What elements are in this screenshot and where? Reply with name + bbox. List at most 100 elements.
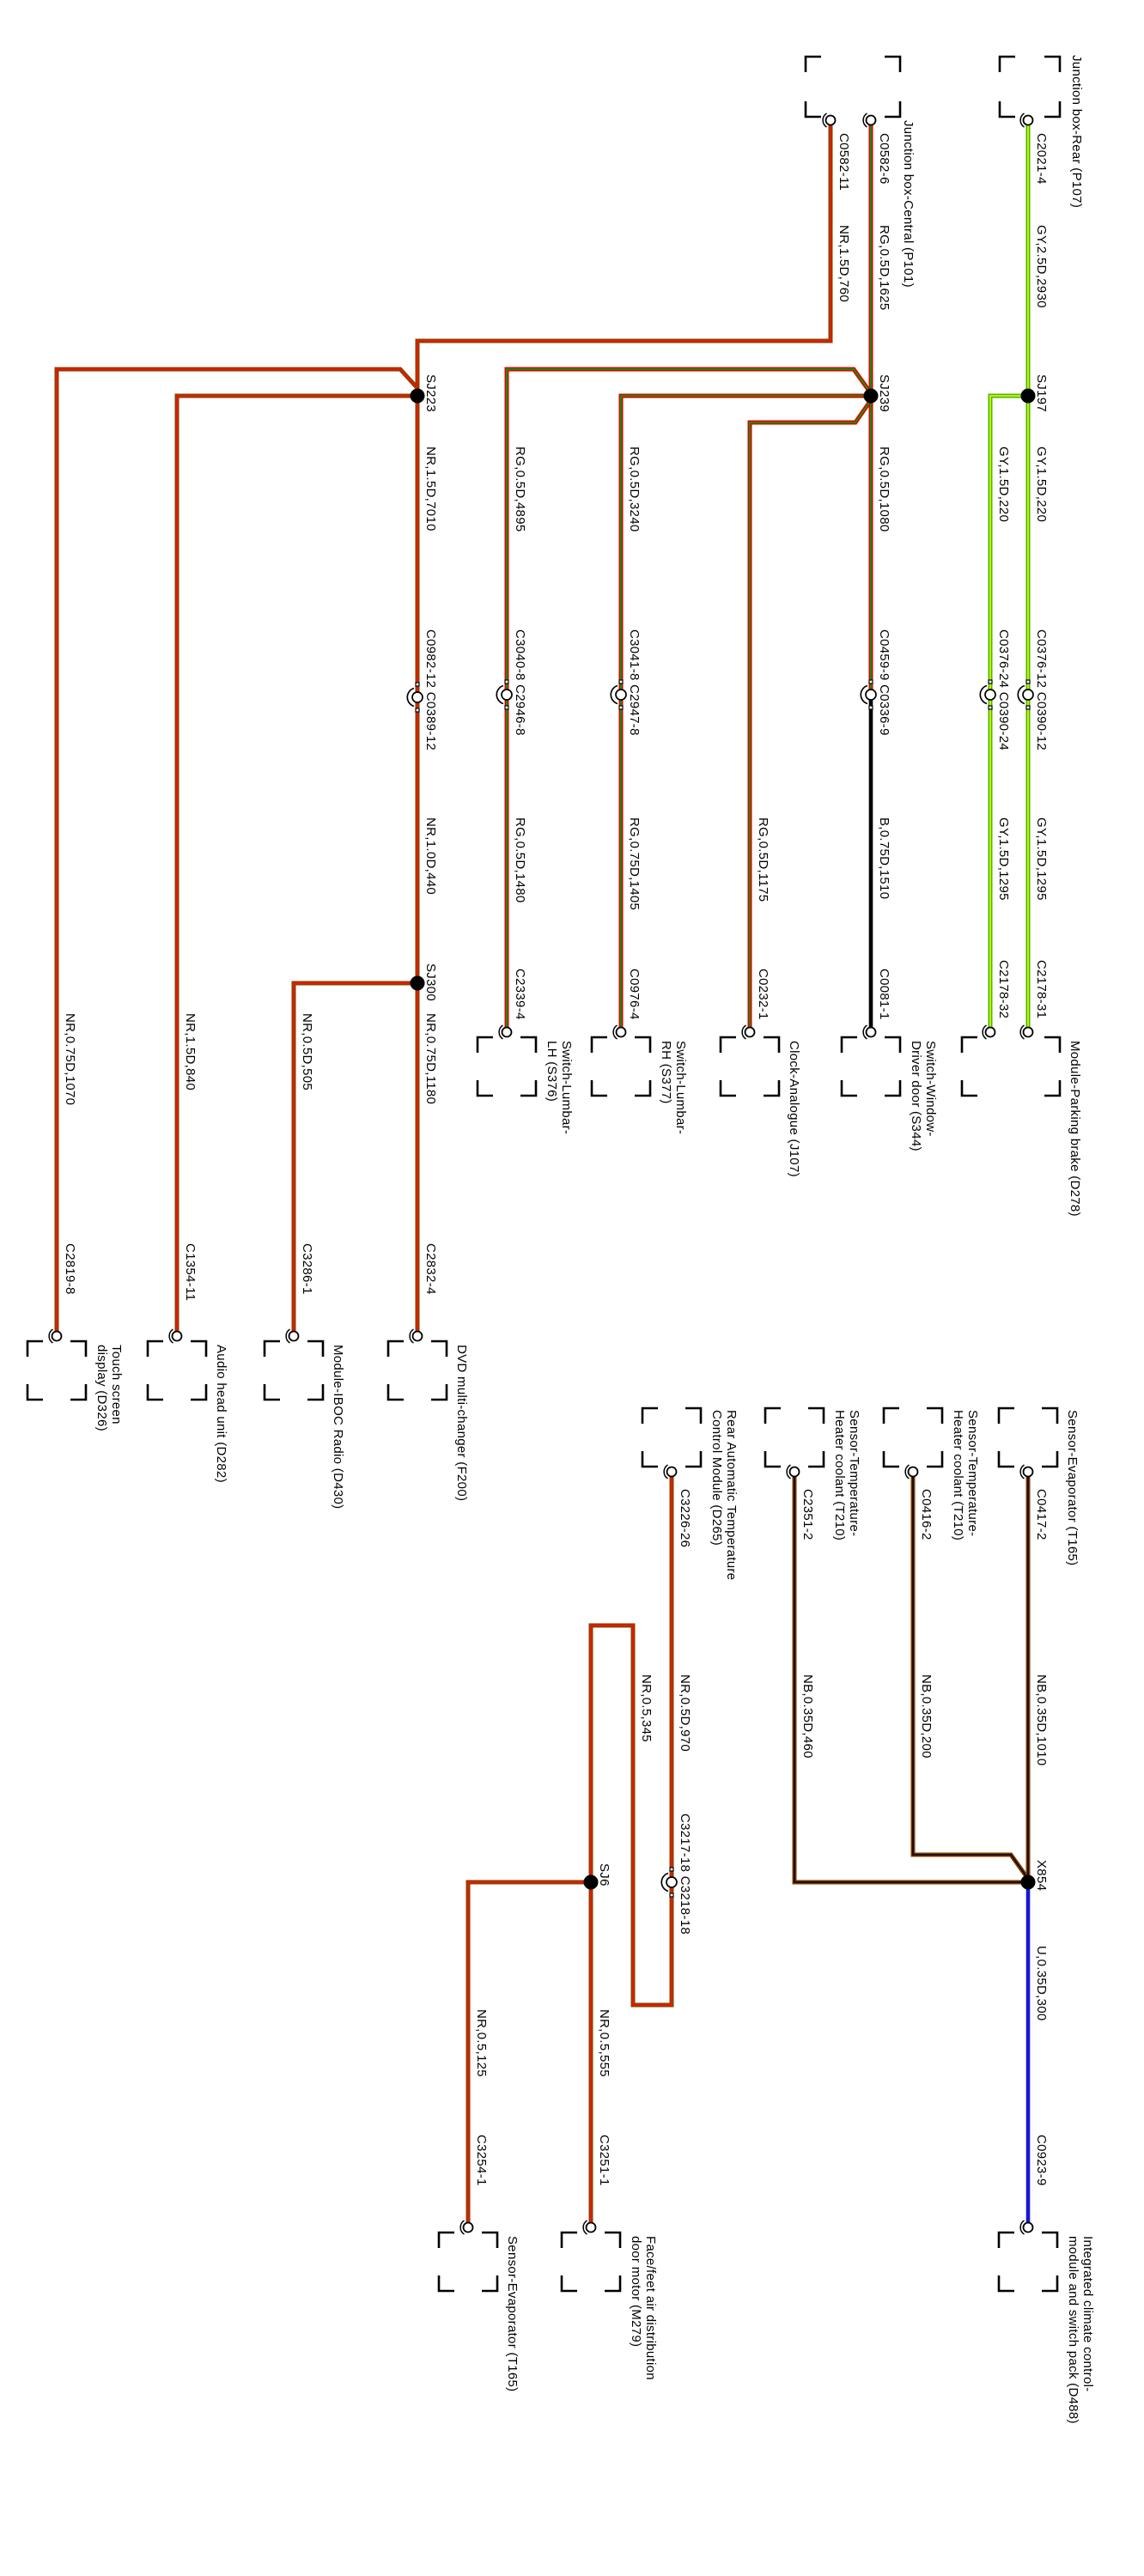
terminal-c0232-1-icon (741, 1024, 756, 1040)
box-sensor-evaporator-t165-bottom (437, 2231, 499, 2293)
terminal-c0081-1-icon (862, 1024, 877, 1040)
label-wire-nr-505: NR,0.5D,505 (300, 1013, 314, 1091)
label-component-s376-line: Switch-Lumbar- (559, 1041, 574, 1135)
label-wire-gy-1295-left: GY,1.5D,1295 (996, 817, 1011, 901)
label-splice-x854: X854 (1034, 1860, 1049, 1892)
label-connector-c0416-2: C0416-2 (919, 1489, 934, 1540)
label-connector-c0376-12-c0390-12: C0376-12 C0390-12 (1034, 629, 1049, 751)
terminal-c0582-6-icon (862, 112, 877, 128)
label-splice-sj300: SJ300 (423, 963, 438, 1002)
box-clock-analogue-j107 (719, 1036, 781, 1097)
inline-connector-c0459-9-c0336-9-icon (860, 679, 877, 710)
label-connector-c0232-1: C0232-1 (756, 969, 770, 1020)
label-component-d278: Module-Parking brake (D278) (1068, 1041, 1082, 1217)
wire-nb-t210-1-x854 (792, 1472, 1028, 1885)
label-splice-sj6: SJ6 (597, 1863, 612, 1886)
label-connector-c2339-4: C2339-4 (513, 969, 527, 1020)
label-component-s344-line: Driver door (S344) (909, 1041, 923, 1151)
inline-connector-c3041-8-c2947-8-icon (610, 679, 627, 710)
splice-sj223-icon (410, 388, 425, 404)
label-wire-u-300: U,0.35D,300 (1034, 1946, 1049, 2021)
label-connector-c2021-4: C2021-4 (1034, 133, 1049, 185)
inline-connector-c0376-12-c0390-12-icon (1017, 679, 1034, 710)
label-wire-gy-220-left: GY,1.5D,220 (996, 447, 1011, 523)
label-connector-c2819-8: C2819-8 (63, 1243, 77, 1295)
label-wire-nb-200: NB,0.35D,200 (919, 1674, 934, 1759)
label-component-m279-line: door motor (M279) (629, 2236, 643, 2348)
wire-nr-c0582-11-sj223-sj300-f200 (415, 120, 833, 1336)
box-sensor-temp-heater-coolant-t210-2 (882, 1406, 944, 1468)
label-wire-nr-760: NR,1.5D,760 (837, 225, 851, 303)
label-wire-rg-1175: RG,0.5D,1175 (756, 817, 770, 902)
label-component-t210-1-line: Sensor-Temperature- (847, 1410, 861, 1537)
terminal-c3286-1-icon (285, 1328, 300, 1344)
label-connector-c0923-9: C0923-9 (1034, 2135, 1049, 2186)
label-connector-c3040-8-c2946-8: C3040-8 C2946-8 (513, 629, 527, 736)
label-component-t210-1: Sensor-Temperature- Heater coolant (T210) (832, 1410, 861, 1540)
splice-sj197-icon (1020, 388, 1036, 404)
terminal-c2178-31-icon (1019, 1024, 1034, 1040)
label-connector-c0582-11: C0582-11 (837, 133, 851, 191)
label-connector-c0982-12-c0389-12: C0982-12 C0389-12 (423, 629, 438, 751)
label-component-s376-line: LH (S376) (545, 1041, 559, 1103)
label-component-d430: Module-IBOC Radio (D430) (331, 1345, 345, 1510)
label-component-t210-2-line: Sensor-Temperature- (965, 1410, 980, 1537)
wire-nr-d430-sj300 (291, 981, 417, 1336)
splice-sj6-icon (583, 1874, 599, 1890)
wire-nr-d282-sj223 (174, 393, 417, 1336)
label-wire-nr-125: NR,0.5,125 (474, 2009, 489, 2077)
label-component-s377: Switch-Lumbar- RH (S377) (659, 1041, 688, 1134)
label-component-s377-line: Switch-Lumbar- (673, 1041, 688, 1135)
label-connector-c0376-24-c0390-24: C0376-24 C0390-24 (996, 629, 1011, 751)
splice-x854-icon (1020, 1874, 1036, 1890)
terminal-c0582-11-icon (822, 112, 837, 128)
label-component-t165-top: Sensor-Evaporator (T165) (1065, 1410, 1080, 1566)
label-component-j107: Clock-Analogue (J107) (787, 1041, 801, 1177)
label-component-s377-line: RH (S377) (659, 1041, 673, 1104)
wire-nr-d326-sj223 (54, 367, 419, 1336)
label-component-t210-2-line: Heater coolant (T210) (951, 1410, 965, 1541)
terminal-c2351-2-icon (786, 1464, 800, 1479)
box-face-feet-air-motor-m279 (560, 2231, 622, 2293)
box-sensor-temp-heater-coolant-t210-1 (764, 1406, 825, 1468)
label-connector-c3286-1: C3286-1 (300, 1243, 314, 1295)
splice-sj300-icon (410, 975, 425, 991)
label-component-p107: Junction box-Rear (P107) (1069, 55, 1084, 209)
label-component-m279-line: Face/feet air distribution (643, 2236, 658, 2380)
label-wire-nr-970: NR,0.5D,970 (678, 1674, 692, 1753)
terminal-c3254-1-icon (459, 2220, 474, 2235)
box-rear-atc-module-d265 (641, 1406, 703, 1468)
label-component-d488-line: Integrated climate control- (1080, 2236, 1095, 2392)
label-component-m279: Face/feet air distribution door motor (M2… (629, 2236, 658, 2380)
terminal-c0417-2-icon (1019, 1464, 1034, 1479)
terminal-c2832-4-icon (409, 1328, 423, 1344)
label-wire-rg-3240: RG,0.5D,3240 (627, 447, 642, 532)
label-splice-sj197: SJ197 (1034, 374, 1049, 413)
label-component-t210-2: Sensor-Temperature- Heater coolant (T210) (951, 1410, 980, 1540)
label-wire-b-1510: B,0.75D,1510 (877, 817, 891, 900)
label-wire-nb-460: NB,0.35D,460 (800, 1674, 815, 1759)
inline-connector-c0376-24-c0390-24-icon (979, 679, 996, 710)
box-module-iboc-radio-d430 (263, 1340, 325, 1401)
wire-nr-sj6-t165-bottom (466, 1880, 591, 2227)
box-module-parking-brake-d278 (960, 1036, 1062, 1097)
label-connector-c0081-1: C0081-1 (877, 969, 891, 1020)
label-wire-nr-7010: NR,1.5D,7010 (423, 447, 438, 532)
wire-rg-sj239-s376 (504, 367, 873, 1032)
label-wire-gy-1295-right: GY,1.5D,1295 (1034, 817, 1049, 901)
label-component-d326-line: Touch screen (109, 1345, 124, 1425)
box-integrated-climate-control-d488 (997, 2231, 1059, 2293)
label-wire-rg-1480: RG,0.5D,1480 (513, 817, 527, 903)
wire-gy-sj197-d278-2 (988, 393, 1028, 1032)
label-connector-c3226-26: C3226-26 (678, 1489, 692, 1548)
label-component-s344-line: Switch-Window- (923, 1041, 938, 1137)
terminal-c2178-32-icon (982, 1024, 996, 1040)
label-wire-gy-2930: GY,2.5D,2930 (1034, 225, 1049, 308)
label-connector-c2832-4: C2832-4 (423, 1243, 438, 1295)
label-connector-c2178-32: C2178-32 (996, 960, 1011, 1019)
label-wire-nr-345: NR,0.5,345 (639, 1674, 654, 1742)
label-wire-nr-1180: NR,0.75D,1180 (423, 1013, 438, 1105)
wire-nr-d265-sj6-m279 (588, 1472, 674, 2227)
